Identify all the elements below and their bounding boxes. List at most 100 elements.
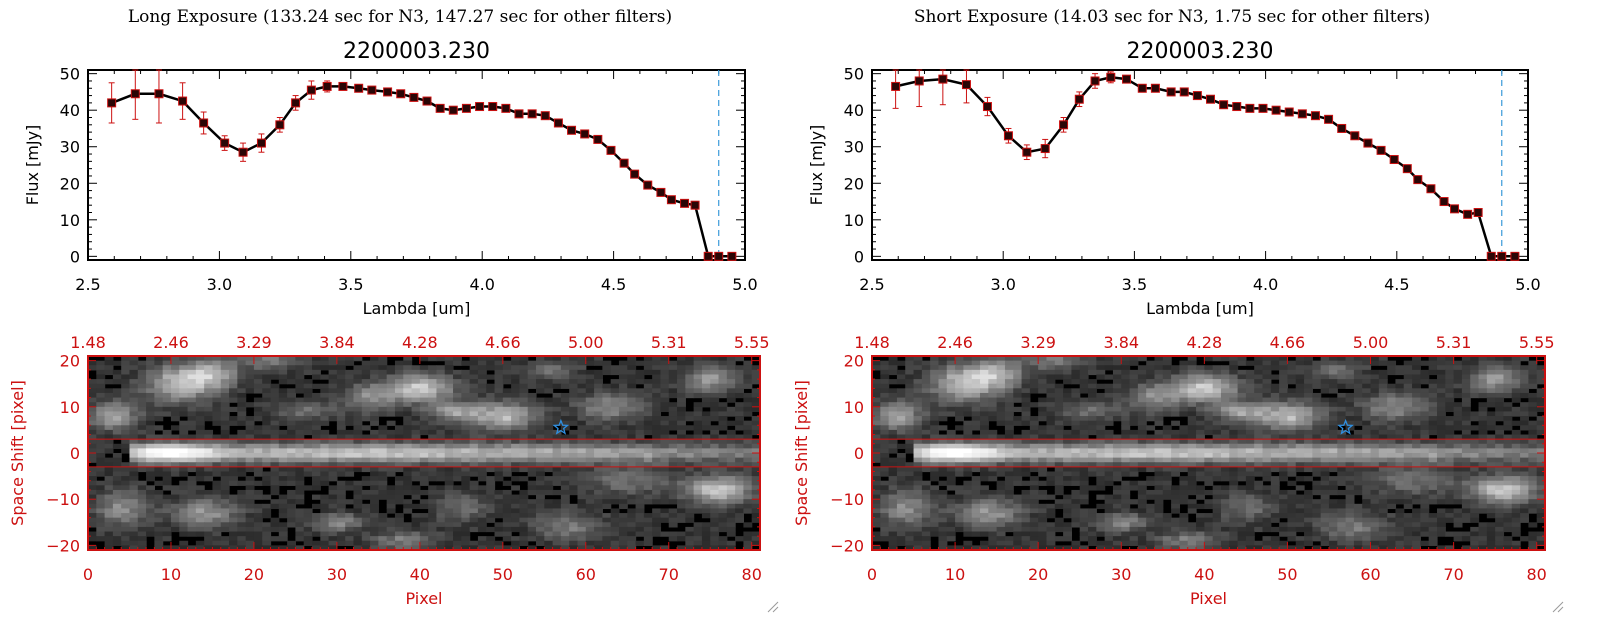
- image-pixel: [888, 369, 898, 376]
- y-tick-label: 10: [60, 211, 80, 230]
- image-pixel: [594, 439, 603, 445]
- image-pixel: [146, 397, 155, 403]
- image-pixel: [1104, 406, 1114, 413]
- image-pixel: [170, 517, 180, 523]
- image-pixel: [179, 471, 189, 477]
- image-pixel: [643, 453, 653, 459]
- image-pixel: [610, 439, 620, 445]
- image-pixel: [287, 374, 297, 380]
- image-pixel: [104, 443, 114, 449]
- image-pixel: [444, 365, 454, 371]
- image-pixel: [677, 448, 686, 454]
- image-pixel: [96, 513, 106, 519]
- image-pixel: [170, 379, 180, 385]
- image-pixel: [602, 545, 612, 551]
- image-pixel: [751, 494, 761, 500]
- image-pixel: [195, 526, 205, 533]
- image-pixel: [618, 453, 628, 459]
- image-pixel: [1378, 388, 1388, 394]
- image-pixel: [370, 406, 379, 413]
- image-pixel: [527, 503, 537, 510]
- image-pixel: [502, 411, 512, 417]
- image-pixel: [618, 462, 628, 468]
- image-pixel: [693, 453, 703, 459]
- image-pixel: [1445, 392, 1455, 399]
- image-pixel: [560, 453, 570, 459]
- image-pixel: [436, 443, 446, 449]
- image-pixel: [677, 517, 686, 523]
- image-pixel: [486, 526, 496, 533]
- image-pixel: [295, 494, 305, 500]
- image-pixel: [710, 531, 720, 537]
- image-pixel: [129, 374, 139, 380]
- image-pixel: [1370, 383, 1380, 389]
- image-pixel: [121, 448, 131, 454]
- image-pixel: [253, 508, 263, 514]
- image-pixel: [1320, 420, 1330, 426]
- image-pixel: [1179, 365, 1189, 371]
- image-pixel: [1436, 388, 1446, 394]
- image-pixel: [212, 402, 222, 408]
- image-pixel: [336, 388, 346, 394]
- image-pixel: [652, 416, 662, 422]
- image-pixel: [486, 462, 496, 468]
- image-pixel: [129, 434, 139, 440]
- image-pixel: [370, 476, 379, 482]
- image-pixel: [394, 402, 404, 408]
- image-pixel: [710, 425, 720, 431]
- image-pixel: [469, 434, 479, 440]
- image-pixel: [245, 374, 255, 380]
- image-pixel: [618, 494, 628, 500]
- image-pixel: [594, 388, 603, 394]
- image-pixel: [278, 369, 288, 376]
- image-pixel: [229, 360, 238, 366]
- image-pixel: [594, 425, 603, 431]
- image-pixel: [477, 466, 487, 473]
- image-pixel: [328, 383, 338, 389]
- image-pixel: [618, 489, 628, 496]
- image-pixel: [921, 374, 931, 380]
- image-pixel: [137, 369, 147, 376]
- image-pixel: [668, 494, 678, 500]
- image-pixel: [980, 411, 989, 417]
- image-pixel: [1353, 360, 1363, 366]
- image-pixel: [635, 425, 645, 431]
- image-pixel: [469, 425, 479, 431]
- image-pixel: [569, 471, 579, 477]
- image-pixel: [677, 434, 686, 440]
- image-pixel: [345, 379, 355, 385]
- image-pixel: [888, 406, 898, 413]
- image-pixel: [278, 439, 288, 445]
- data-point: [527, 109, 537, 119]
- image-pixel: [921, 406, 931, 413]
- image-pixel: [560, 508, 570, 514]
- image-pixel: [295, 416, 305, 422]
- image-pixel: [403, 411, 413, 417]
- image-pixel: [1004, 416, 1014, 422]
- image-pixel: [411, 365, 421, 371]
- image-pixel: [303, 531, 313, 537]
- image-pixel: [1212, 379, 1222, 385]
- image-pixel: [453, 374, 462, 380]
- image-pixel: [411, 379, 421, 385]
- image-y-tick-label: −20: [46, 536, 80, 555]
- image-pixel: [170, 466, 180, 473]
- image-pixel: [643, 476, 653, 482]
- image-pixel: [1287, 397, 1297, 403]
- image-pixel: [220, 406, 230, 413]
- image-pixel: [237, 531, 247, 537]
- image-pixel: [577, 531, 587, 537]
- image-pixel: [486, 499, 496, 505]
- image-pixel: [419, 416, 429, 422]
- image-pixel: [1378, 392, 1388, 399]
- image-pixel: [461, 374, 471, 380]
- image-pixel: [345, 439, 355, 445]
- image-pixel: [610, 508, 620, 514]
- image-pixel: [635, 411, 645, 417]
- image-pixel: [1470, 356, 1480, 362]
- image-pixel: [303, 517, 313, 523]
- image-pixel: [444, 513, 454, 519]
- image-pixel: [1179, 374, 1189, 380]
- image-pixel: [320, 508, 330, 514]
